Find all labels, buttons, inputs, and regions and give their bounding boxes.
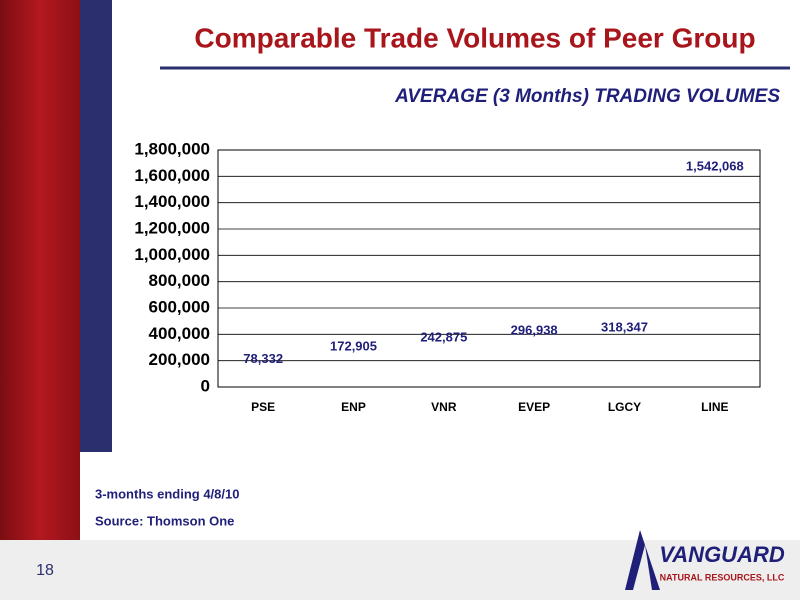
y-tick-label: 1,200,000 (134, 218, 210, 237)
chart-title: AVERAGE (3 Months) TRADING VOLUMES (394, 86, 780, 107)
y-tick-label: 200,000 (149, 350, 210, 369)
y-tick-label: 1,600,000 (134, 166, 210, 185)
y-tick-label: 1,800,000 (134, 139, 210, 158)
plot-frame (217, 149, 761, 388)
data-label: 1,542,068 (686, 158, 744, 173)
data-label: 296,938 (511, 322, 558, 337)
logo-name: VANGUARD (659, 542, 785, 567)
data-label: 78,332 (243, 351, 283, 366)
x-tick-label: ENP (341, 400, 366, 414)
y-tick-label: 1,000,000 (134, 245, 210, 264)
slide-title: Comparable Trade Volumes of Peer Group (194, 22, 755, 53)
page-number: 18 (36, 562, 54, 579)
footer-band (0, 540, 800, 600)
footnote: 3-months ending 4/8/10 (95, 486, 239, 501)
y-tick-label: 800,000 (149, 271, 210, 290)
data-label: 318,347 (601, 320, 648, 335)
x-tick-label: LGCY (608, 400, 641, 414)
y-tick-label: 600,000 (149, 297, 210, 316)
x-tick-label: VNR (431, 400, 457, 414)
chart: 0 200,000 400,000 600,000 800,000 1,000,000 1,… (134, 139, 761, 414)
navy-band (80, 0, 112, 452)
logo-icon (625, 530, 660, 590)
y-tick-label: 0 (201, 376, 210, 395)
red-band (0, 0, 80, 540)
y-tick-label: 1,400,000 (134, 192, 210, 211)
x-tick-label: EVEP (518, 400, 550, 414)
data-label: 242,875 (420, 329, 467, 344)
footnote: Source: Thomson One (95, 513, 234, 528)
logo-tagline: NATURAL RESOURCES, LLC (660, 572, 785, 582)
y-tick-label: 400,000 (149, 324, 210, 343)
x-tick-label: LINE (701, 400, 728, 414)
data-label: 172,905 (330, 339, 377, 354)
x-tick-label: PSE (251, 400, 275, 414)
